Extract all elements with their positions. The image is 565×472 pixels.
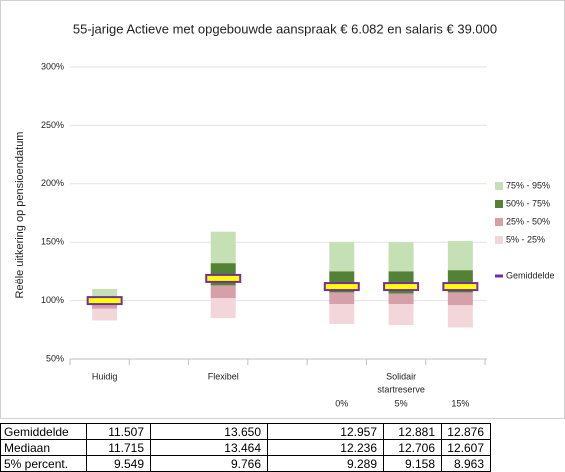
category-group-label: Solidair [386,371,416,381]
table-cell: 12.881 [383,423,442,440]
range-bar [210,298,236,319]
mean-marker [383,282,420,292]
x-tick-label: 0% [335,398,348,408]
table-cell: 9.549 [86,455,151,472]
table-cell: 11.507 [86,423,151,440]
range-bar [329,292,355,305]
chart: 55-jarige Actieve met opgebouwde aanspra… [0,0,565,419]
y-axis-label: Reële uitkering op pensioendatum [14,132,26,299]
table-row: Mediaan 11.715 13.464 12.236 12.706 12.607 [0,439,491,456]
legend-label: 25% - 50% [506,216,550,226]
table-cell: 8.963 [441,455,491,472]
table-cell: 5% percent. [0,455,87,472]
table-cell: 12.236 [267,439,384,456]
category-group-label: startreserve [377,384,425,394]
legend-swatch [495,236,503,244]
range-bar [210,285,236,299]
chart-title: 55-jarige Actieve met opgebouwde aanspra… [73,21,497,36]
legend-swatch [495,182,503,190]
table-cell: 9.289 [267,455,384,472]
table-body: Gemiddelde 11.507 13.650 12.957 12.881 12.876… [0,423,491,472]
y-tick-label: 250% [41,120,64,130]
table-cell: 12.706 [383,439,442,456]
x-tick-label: Flexibel [208,371,239,381]
legend-label: 50% - 75% [506,198,550,208]
table-cell: 12.876 [441,423,491,440]
range-bar [92,288,118,298]
range-bar [447,292,473,306]
table-cell: 12.957 [267,423,384,440]
range-bar [388,242,414,272]
mean-marker [442,282,479,292]
table-cell: 11.715 [86,439,151,456]
range-bar [447,241,473,271]
range-bar [447,305,473,328]
table-cell: 9.766 [150,455,268,472]
legend-label: Gemiddelde [506,270,555,280]
table-cell: 12.607 [441,439,491,456]
range-bar [329,242,355,272]
range-bar [388,293,414,305]
legend-swatch [495,200,503,208]
y-tick-label: 50% [46,353,64,363]
x-tick-label: Huidig [92,371,118,381]
y-tick-label: 150% [41,237,64,247]
range-bar [92,302,118,309]
table-cell: Mediaan [0,439,87,456]
x-tick-label: 15% [451,398,469,408]
y-tick-label: 300% [41,61,64,71]
y-tick-label: 200% [41,178,64,188]
chart-frame [0,0,565,419]
x-tick-label: 5% [395,398,408,408]
table-cell: 13.650 [150,423,268,440]
table-row: 5% percent. 9.549 9.766 9.289 9.158 8.963 [0,455,491,472]
legend-swatch [495,218,503,226]
range-bar [388,304,414,326]
data-table: Gemiddelde 11.507 13.650 12.957 12.881 12.876… [0,423,491,472]
table-cell: 9.158 [383,455,442,472]
table-row: Gemiddelde 11.507 13.650 12.957 12.881 12.876 [0,423,491,440]
range-bar [210,231,236,264]
legend-label: 75% - 95% [506,180,550,190]
mean-marker [205,273,242,283]
table-cell: 13.464 [150,439,268,456]
range-bar [329,304,355,324]
table-cell: Gemiddelde [0,423,87,440]
legend-label: 5% - 25% [506,234,545,244]
mean-marker [86,296,123,306]
range-bar [92,308,118,321]
y-tick-label: 100% [41,295,64,305]
mean-marker [323,282,360,292]
